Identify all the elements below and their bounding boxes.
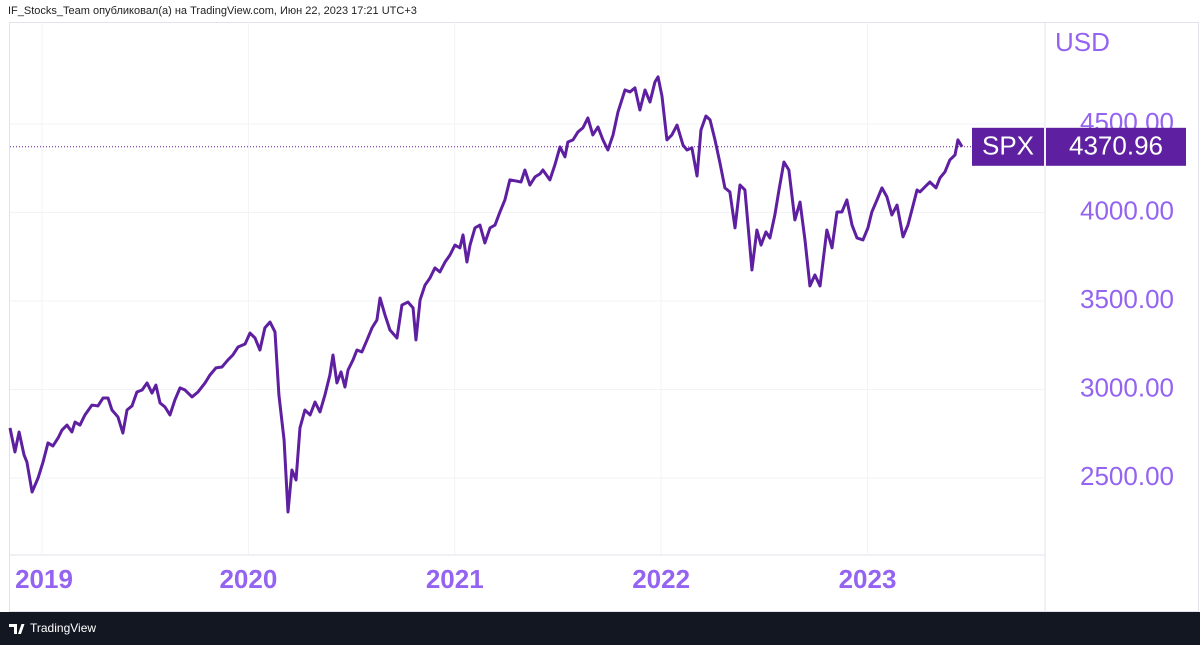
price-badge [1046, 127, 1186, 166]
header-text: IF_Stocks_Team опубликовал(а) на Trading… [8, 5, 417, 17]
price-line [8, 75, 964, 514]
currency-label: USD [1055, 27, 1110, 57]
y-tick-label: 3500.00 [1080, 284, 1174, 314]
footer-bar [0, 612, 1200, 645]
x-tick-label: 2020 [219, 564, 277, 594]
x-tick-label: 2019 [15, 564, 73, 594]
symbol-badge [972, 127, 1044, 166]
y-tick-label: 3000.00 [1080, 372, 1174, 402]
symbol-label: SPX [982, 131, 1034, 161]
x-tick-label: 2023 [839, 564, 897, 594]
x-tick-label: 2022 [632, 564, 690, 594]
footer-brand: TradingView [30, 621, 96, 635]
y-tick-label: 2500.00 [1080, 461, 1174, 491]
x-tick-label: 2021 [426, 564, 484, 594]
price-label: 4370.96 [1069, 131, 1163, 161]
brand-logo [9, 624, 25, 634]
chart-frame [9, 22, 1199, 612]
y-tick-label: 4000.00 [1080, 195, 1174, 225]
